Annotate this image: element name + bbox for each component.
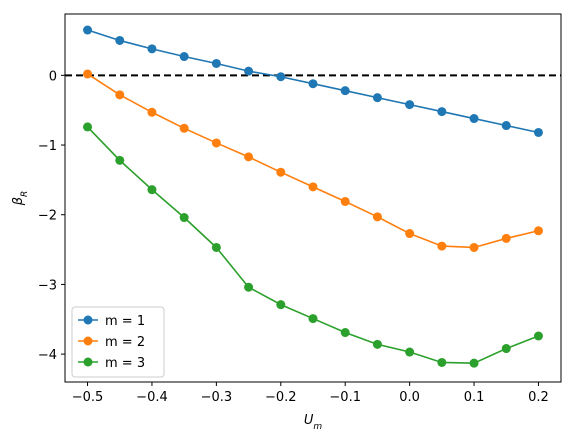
data-point — [115, 90, 125, 100]
data-point — [147, 107, 157, 117]
legend-label: m = 2 — [105, 335, 145, 350]
data-point — [501, 344, 511, 354]
data-point — [308, 314, 318, 324]
x-tick-label: −0.3 — [201, 390, 233, 405]
data-point — [276, 72, 286, 82]
series-2 — [83, 69, 543, 252]
x-axis: −0.5 −0.4 −0.3 −0.2 −0.1 0.0 0.1 0.2 — [72, 382, 549, 405]
y-tick-label: −1 — [38, 139, 57, 154]
data-point — [244, 282, 254, 292]
data-point — [372, 212, 382, 222]
data-point — [501, 233, 511, 243]
data-point — [533, 226, 543, 236]
data-point — [147, 185, 157, 195]
data-point — [340, 328, 350, 338]
data-point — [437, 357, 447, 367]
data-point — [437, 107, 447, 117]
data-point — [340, 196, 350, 206]
y-tick-label: −4 — [38, 348, 57, 363]
plot-frame — [64, 13, 562, 383]
series-3 — [83, 122, 543, 368]
y-axis: 0 −1 −2 −3 −4 — [38, 69, 65, 363]
x-tick-label: 0.1 — [464, 390, 485, 405]
legend-item: m = 2 — [78, 335, 145, 350]
legend-box — [71, 306, 165, 378]
legend-marker — [83, 336, 93, 346]
data-point — [147, 44, 157, 54]
data-point — [244, 152, 254, 162]
x-tick-label: 0.2 — [528, 390, 549, 405]
x-tick-label: 0.0 — [399, 390, 420, 405]
x-tick-label: −0.1 — [329, 390, 361, 405]
x-tick-label: −0.2 — [265, 390, 297, 405]
data-point — [437, 241, 447, 251]
data-point — [244, 66, 254, 76]
series-1 — [83, 25, 543, 137]
data-point — [340, 86, 350, 96]
legend-label: m = 3 — [105, 356, 145, 371]
data-point — [469, 358, 479, 368]
data-point — [115, 155, 125, 165]
data-point — [179, 52, 189, 62]
data-point — [405, 100, 415, 110]
legend-item: m = 3 — [78, 356, 145, 371]
data-point — [83, 122, 93, 132]
data-point — [469, 114, 479, 124]
data-point — [211, 138, 221, 148]
data-point — [211, 242, 221, 252]
data-point — [372, 93, 382, 103]
data-point — [115, 35, 125, 45]
data-point — [179, 213, 189, 223]
legend: m = 1 m = 2 m = 3 — [71, 306, 165, 378]
legend-item: m = 1 — [78, 314, 145, 329]
legend-label: m = 1 — [105, 314, 145, 329]
y-tick-label: 0 — [49, 69, 57, 84]
data-point — [83, 25, 93, 35]
data-point — [211, 58, 221, 68]
data-point — [469, 242, 479, 252]
data-point — [405, 229, 415, 239]
data-point — [501, 121, 511, 131]
data-point — [533, 127, 543, 137]
y-axis-label: βR — [11, 191, 30, 207]
data-point — [179, 123, 189, 133]
data-point — [372, 339, 382, 349]
legend-marker — [83, 315, 93, 325]
data-point — [308, 182, 318, 192]
data-point — [533, 331, 543, 341]
x-tick-label: −0.5 — [72, 390, 104, 405]
x-tick-label: −0.4 — [136, 390, 168, 405]
y-tick-label: −2 — [38, 209, 57, 224]
legend-marker — [83, 357, 93, 367]
data-point — [308, 79, 318, 89]
data-point — [405, 347, 415, 357]
data-point — [276, 300, 286, 310]
y-tick-label: −3 — [38, 278, 57, 293]
data-point — [276, 167, 286, 177]
x-axis-label: Um — [304, 413, 323, 432]
plot-area — [65, 25, 561, 368]
data-point — [83, 69, 93, 79]
